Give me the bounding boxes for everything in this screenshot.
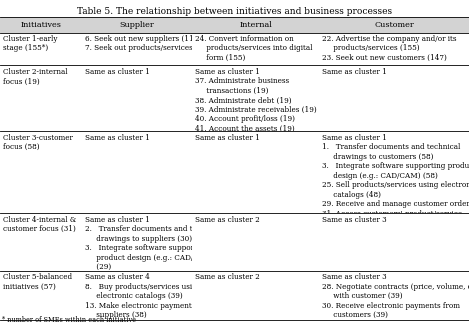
Text: Same as cluster 3
28. Negotiate contracts (price, volume, etc.)
     with custom: Same as cluster 3 28. Negotiate contract… (322, 273, 469, 319)
Text: Same as cluster 1
2.   Transfer documents and technical
     drawings to supplie: Same as cluster 1 2. Transfer documents … (85, 216, 223, 271)
Text: Same as cluster 1: Same as cluster 1 (322, 68, 387, 76)
Text: Cluster 4-internal &
customer focus (31): Cluster 4-internal & customer focus (31) (3, 216, 76, 233)
Text: Supplier: Supplier (120, 21, 155, 29)
Text: Cluster 5-balanced
initiatives (57): Cluster 5-balanced initiatives (57) (3, 273, 72, 291)
Text: 6. Seek out new suppliers (118**)
7. Seek out products/services (121): 6. Seek out new suppliers (118**) 7. See… (85, 35, 215, 53)
Text: Same as cluster 3: Same as cluster 3 (322, 216, 386, 224)
Text: Initiatives: Initiatives (21, 21, 61, 29)
Text: Cluster 2-internal
focus (19): Cluster 2-internal focus (19) (3, 68, 68, 85)
Text: 24. Convert information on
     products/services into digital
     form (155): 24. Convert information on products/serv… (195, 35, 313, 62)
Text: Same as cluster 2: Same as cluster 2 (195, 216, 260, 224)
Text: Same as cluster 1
1.   Transfer documents and technical
     drawings to custome: Same as cluster 1 1. Transfer documents … (322, 133, 469, 236)
Text: Same as cluster 1: Same as cluster 1 (195, 133, 260, 142)
Text: Table 5. The relationship between initiatives and business processes: Table 5. The relationship between initia… (77, 7, 392, 16)
Bar (0, 17, 469, 32)
Text: Same as cluster 1: Same as cluster 1 (85, 68, 150, 76)
Text: Cluster 3-customer
focus (58): Cluster 3-customer focus (58) (3, 133, 73, 151)
Text: 22. Advertise the company and/or its
     products/services (155)
23. Seek out n: 22. Advertise the company and/or its pro… (322, 35, 456, 62)
Text: Same as cluster 1: Same as cluster 1 (85, 133, 150, 142)
Text: Internal: Internal (239, 21, 272, 29)
Text: Same as cluster 4
8.   Buy products/services using
     electronic catalogs (39): Same as cluster 4 8. Buy products/servic… (85, 273, 205, 319)
Text: Customer: Customer (374, 21, 414, 29)
Text: Cluster 1-early
stage (155*): Cluster 1-early stage (155*) (3, 35, 58, 53)
Text: Same as cluster 2: Same as cluster 2 (195, 273, 260, 281)
Text: * number of SMEs within each initiative: * number of SMEs within each initiative (2, 317, 136, 324)
Text: Same as cluster 1
37. Administrate business
     transactions (19)
38. Administr: Same as cluster 1 37. Administrate busin… (195, 68, 317, 133)
